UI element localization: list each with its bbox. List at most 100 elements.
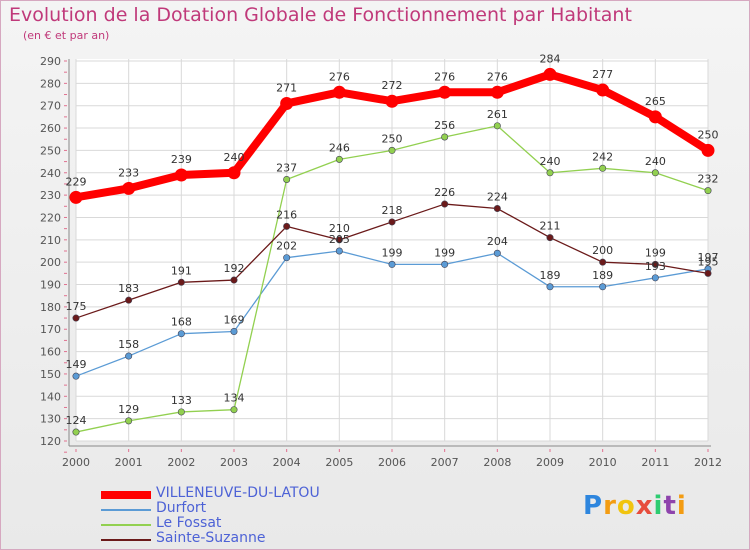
x-tick-label: 2011	[641, 456, 669, 469]
data-point	[72, 314, 80, 322]
data-point	[599, 164, 607, 172]
data-point	[125, 417, 133, 425]
data-label: 205	[329, 233, 350, 246]
legend-item: Durfort	[101, 500, 331, 517]
data-label: 276	[487, 70, 508, 83]
data-point	[441, 200, 449, 208]
data-label: 226	[434, 186, 455, 199]
x-tick-label: 2003	[220, 456, 248, 469]
data-label: 277	[592, 68, 613, 81]
legend-swatch	[101, 524, 151, 526]
data-label: 183	[118, 282, 139, 295]
legend-swatch	[101, 509, 151, 511]
data-label: 284	[540, 52, 561, 65]
logo-letter: t	[663, 491, 677, 521]
logo-letter: x	[635, 491, 654, 521]
x-tick-label: 2000	[62, 456, 90, 469]
data-label: 242	[592, 150, 613, 163]
data-point	[388, 218, 396, 226]
y-tick-label: 190	[40, 279, 61, 292]
data-label: 199	[645, 246, 666, 259]
data-label: 168	[171, 316, 192, 329]
x-tick-label: 2002	[167, 456, 195, 469]
data-label: 229	[66, 175, 87, 188]
data-label: 169	[224, 313, 245, 326]
data-label: 240	[540, 155, 561, 168]
data-point	[125, 296, 133, 304]
data-point	[596, 83, 610, 97]
data-label: 276	[434, 70, 455, 83]
logo-letter: P	[583, 491, 604, 521]
data-label: 271	[276, 81, 297, 94]
data-label: 124	[66, 414, 87, 427]
data-label: 224	[487, 191, 508, 204]
data-point	[546, 169, 554, 177]
logo-letter: i	[653, 491, 664, 521]
y-tick-label: 120	[40, 435, 61, 448]
data-point	[493, 205, 501, 213]
data-label: 133	[171, 394, 192, 407]
x-tick-label: 2005	[325, 456, 353, 469]
data-point	[230, 327, 238, 335]
data-label: 191	[171, 264, 192, 277]
logo-letter: o	[616, 491, 636, 521]
data-label: 129	[118, 403, 139, 416]
data-point	[177, 408, 185, 416]
y-tick-label: 250	[40, 144, 61, 157]
data-point	[701, 143, 715, 157]
data-label: 240	[224, 151, 245, 164]
data-point	[230, 276, 238, 284]
x-tick-label: 2006	[378, 456, 406, 469]
data-point	[227, 166, 241, 180]
data-label: 210	[329, 222, 350, 235]
y-tick-label: 200	[40, 256, 61, 269]
data-point	[438, 85, 452, 99]
y-tick-label: 210	[40, 234, 61, 247]
x-tick-label: 2009	[536, 456, 564, 469]
data-label: 265	[645, 95, 666, 108]
x-tick-label: 2007	[431, 456, 459, 469]
data-label: 232	[698, 173, 719, 186]
data-point	[335, 236, 343, 244]
chart-title: Evolution de la Dotation Globale de Fonc…	[9, 4, 632, 26]
series-layer	[69, 67, 715, 436]
data-label: 233	[118, 166, 139, 179]
x-tick-label: 2010	[589, 456, 617, 469]
legend-label: Sainte-Suzanne	[156, 530, 266, 546]
data-point	[543, 67, 557, 81]
data-label: 211	[540, 220, 561, 233]
data-point	[493, 249, 501, 257]
legend-item: Le Fossat	[101, 515, 331, 532]
data-point	[72, 372, 80, 380]
x-tick-label: 2008	[483, 456, 511, 469]
data-label: 246	[329, 141, 350, 154]
data-point	[651, 169, 659, 177]
data-label: 239	[171, 153, 192, 166]
data-label: 195	[698, 255, 719, 268]
data-point	[385, 94, 399, 108]
x-tick-label: 2001	[115, 456, 143, 469]
data-label: 240	[645, 155, 666, 168]
y-tick-label: 290	[40, 55, 61, 68]
data-point	[651, 260, 659, 268]
data-label: 216	[276, 208, 297, 221]
data-point	[441, 260, 449, 268]
data-label: 192	[224, 262, 245, 275]
y-tick-label: 230	[40, 189, 61, 202]
grid-layer	[75, 59, 709, 442]
logo-letter: r	[603, 491, 617, 521]
data-point	[332, 85, 346, 99]
data-label: 261	[487, 108, 508, 121]
data-point	[122, 181, 136, 195]
data-point	[651, 274, 659, 282]
data-label: 175	[66, 300, 87, 313]
data-point	[388, 146, 396, 154]
data-point	[599, 258, 607, 266]
data-label: 197	[698, 251, 719, 264]
data-point	[72, 428, 80, 436]
data-point	[283, 254, 291, 262]
y-tick-label: 150	[40, 368, 61, 381]
data-point	[230, 406, 238, 414]
